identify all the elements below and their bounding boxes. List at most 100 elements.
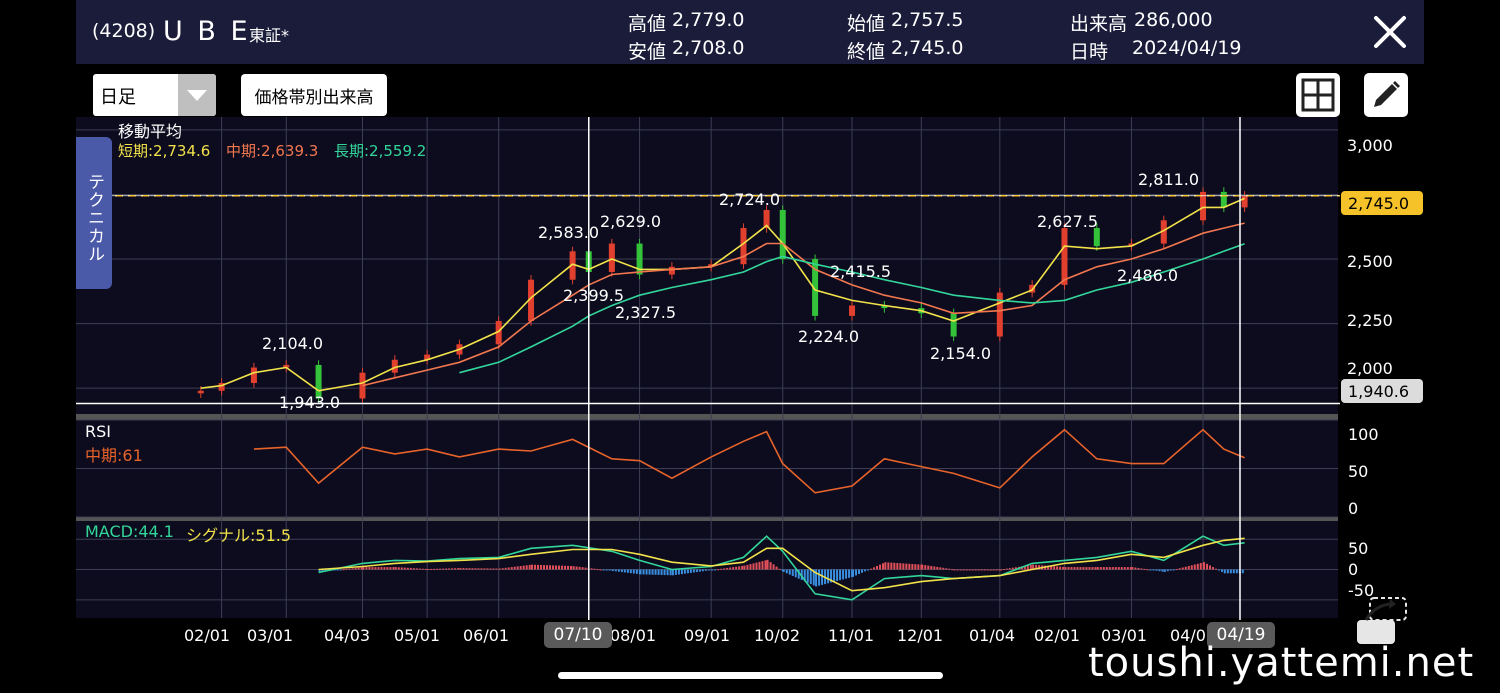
macd-histogram-bar: [893, 562, 896, 570]
macd-histogram-bar: [772, 564, 775, 570]
macd-histogram-bar: [1070, 567, 1073, 570]
macd-histogram-bar: [415, 568, 418, 570]
high-label: 高値: [628, 13, 667, 35]
candle: [763, 209, 770, 229]
macd-histogram-bar: [917, 564, 920, 570]
macd-histogram-bar: [887, 562, 890, 570]
macd-histogram-bar: [537, 564, 540, 570]
ma-mid-line: [362, 222, 1245, 387]
price-annotation: 2,224.0: [798, 327, 860, 346]
macd-histogram-bar: [766, 559, 769, 570]
price-annotation: 2,154.0: [930, 344, 992, 363]
macd-histogram-bar: [421, 568, 424, 570]
period-select[interactable]: 日足: [93, 74, 216, 116]
macd-histogram-bar: [986, 569, 989, 571]
macd-histogram-bar: [380, 567, 383, 570]
macd-histogram-bar: [1166, 569, 1169, 572]
open-value: 2,757.5: [891, 9, 964, 31]
price-annotation: 2,724.0: [719, 190, 781, 209]
macd-histogram-bar: [1067, 567, 1070, 570]
share-icon: [1357, 597, 1407, 644]
macd-histogram-bar: [480, 568, 483, 570]
y-tick-label: 2,500: [1347, 252, 1393, 271]
macd-histogram-bar: [465, 568, 468, 570]
macd-histogram-bar: [968, 569, 971, 571]
macd-histogram-bar: [354, 567, 357, 570]
macd-histogram-bar: [546, 565, 549, 570]
candle: [359, 372, 366, 399]
macd-histogram-bar: [1203, 562, 1206, 570]
macd-histogram-bar: [345, 568, 348, 570]
macd-histogram-bar: [632, 569, 635, 574]
macd-histogram-bar: [651, 569, 654, 575]
macd-histogram-bar: [648, 569, 651, 575]
macd-histogram-bar: [406, 567, 409, 570]
macd-histogram-bar: [704, 569, 707, 571]
x-tick-label: 03/01: [1101, 626, 1148, 645]
macd-histogram-bar: [351, 568, 354, 570]
period-select-label: 日足: [100, 87, 136, 108]
macd-histogram-bar: [342, 569, 345, 571]
close-button[interactable]: [1370, 12, 1410, 52]
draw-button[interactable]: [1364, 73, 1408, 117]
macd-histogram-bar: [660, 569, 663, 575]
ma-short-label: 短期:2,734.6: [118, 142, 211, 160]
macd-histogram-bar: [645, 569, 648, 575]
macd-histogram-bar: [436, 568, 439, 570]
macd-histogram-bar: [873, 567, 876, 570]
macd-histogram-bar: [602, 569, 605, 571]
macd-histogram-bar: [1155, 569, 1158, 571]
macd-histogram-bar: [761, 561, 764, 570]
technical-tab[interactable]: テクニカル: [76, 137, 112, 289]
macd-histogram-bar: [403, 567, 406, 570]
macd-histogram-bar: [1059, 566, 1062, 570]
macd-histogram-bar: [1184, 566, 1187, 570]
macd-histogram-bar: [374, 567, 377, 570]
x-tick-label: 03/01: [247, 626, 294, 645]
macd-histogram-bar: [1091, 567, 1094, 570]
candle: [424, 354, 431, 360]
macd-histogram-bar: [936, 566, 939, 570]
macd-histogram-bar: [549, 565, 552, 570]
x-tick-label: 08/01: [610, 626, 657, 645]
macd-tick-label: -50: [1348, 581, 1375, 600]
macd-histogram-bar: [698, 569, 701, 572]
macd-histogram-bar: [726, 567, 729, 570]
macd-histogram-bar: [803, 569, 806, 582]
macd-histogram-bar: [1050, 566, 1053, 570]
candle: [569, 251, 576, 280]
macd-histogram-bar: [561, 565, 564, 570]
home-indicator[interactable]: [558, 672, 943, 679]
stock-code: (4208): [92, 20, 156, 42]
macd-histogram-bar: [899, 563, 902, 570]
macd-histogram-bar: [1120, 567, 1123, 570]
volume-by-price-button[interactable]: 価格帯別出来高: [241, 74, 387, 116]
macd-histogram-bar: [911, 563, 914, 570]
macd-histogram-bar: [1088, 567, 1091, 570]
macd-histogram-bar: [570, 566, 573, 570]
macd-histogram-bar: [567, 565, 570, 570]
layout-button[interactable]: [1296, 73, 1340, 117]
ma-title: 移動平均: [118, 122, 183, 141]
macd-histogram-bar: [882, 563, 885, 570]
macd-histogram-bar: [1146, 569, 1149, 571]
rotate-button[interactable]: [1356, 596, 1408, 646]
macd-tick-label: 0: [1348, 560, 1359, 579]
macd-histogram-bar: [1102, 567, 1105, 570]
candle: [1128, 243, 1135, 247]
macd-histogram-bar: [806, 569, 809, 583]
macd-histogram-bar: [1129, 567, 1132, 570]
macd-histogram-bar: [626, 569, 629, 573]
watermark: toushi.yattemi.net: [1088, 640, 1475, 686]
price-annotation: 2,486.0: [1117, 266, 1179, 285]
price-annotation: 2,415.5: [830, 262, 892, 281]
macd-histogram-bar: [1131, 567, 1134, 570]
y-tick-label: 3,000: [1347, 136, 1393, 155]
macd-histogram-bar: [462, 568, 465, 570]
candle: [1093, 228, 1100, 247]
x-tick-label: 04/0: [1170, 626, 1206, 645]
macd-label: MACD:44.1: [85, 522, 174, 541]
macd-histogram-bar: [1241, 569, 1244, 574]
macd-histogram-bar: [890, 562, 893, 570]
